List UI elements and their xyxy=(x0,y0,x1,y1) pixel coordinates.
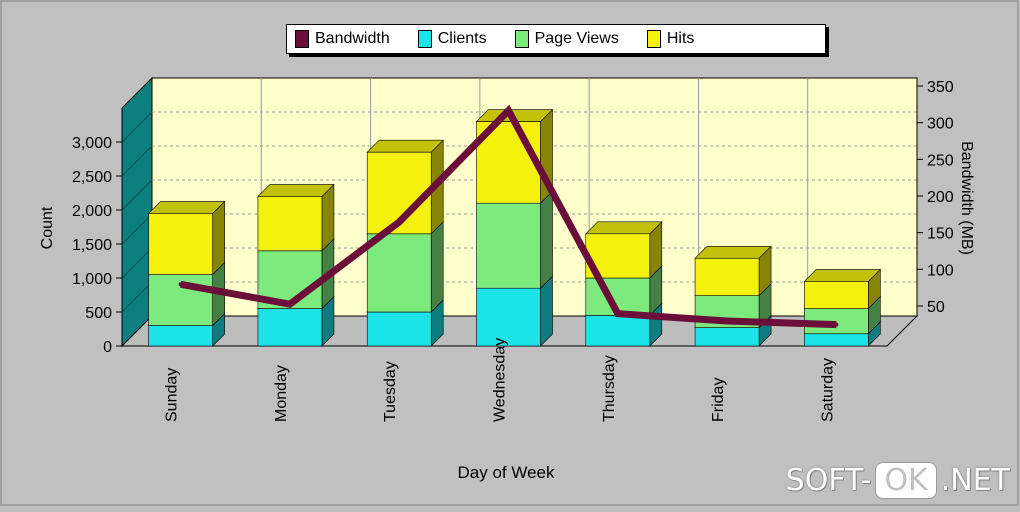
watermark: SOFT- OK .NET xyxy=(786,462,1010,499)
y2-tick-label: 250 xyxy=(927,152,954,169)
y2-tick-label: 150 xyxy=(927,226,954,243)
x-tick-label: Tuesday xyxy=(382,361,399,422)
bar-clients xyxy=(148,325,213,347)
y-tick-label: 500 xyxy=(85,305,112,322)
bandwidth-point xyxy=(834,322,839,327)
y2-tick-label: 100 xyxy=(927,262,954,279)
bar-top-hits xyxy=(147,201,226,214)
x-axis-title: Day of Week xyxy=(457,463,555,482)
legend-label-hits: Hits xyxy=(666,30,695,47)
watermark-box: OK xyxy=(875,462,937,499)
bandwidth-point xyxy=(178,282,183,287)
chart-legend: Bandwidth Clients Page Views Hits xyxy=(286,24,826,54)
bar-top-hits xyxy=(366,139,444,153)
legend-item-clients: Clients xyxy=(417,30,487,48)
y-tick-label: 2,000 xyxy=(72,203,112,220)
x-tick-label: Saturday xyxy=(819,358,836,422)
legend-swatch-hits xyxy=(646,30,661,48)
gridline-side xyxy=(121,111,153,143)
bar-top-hits xyxy=(257,184,335,197)
watermark-right: .NET xyxy=(940,463,1010,498)
bar-clients xyxy=(257,308,323,347)
legend-item-bandwidth: Bandwidth xyxy=(295,30,390,48)
y-tick-label: 2,500 xyxy=(72,169,112,186)
gridline-side xyxy=(121,145,153,177)
bandwidth-point xyxy=(397,220,402,224)
gridline-side xyxy=(121,179,153,211)
x-tick-label: Thursday xyxy=(601,355,618,422)
x-tick-label: Monday xyxy=(273,365,290,422)
bar-side-page-views xyxy=(540,190,553,289)
y-tick-label: 1,000 xyxy=(72,271,112,288)
legend-swatch-page-views xyxy=(514,30,529,48)
legend-swatch-bandwidth xyxy=(295,30,309,48)
gridline-side xyxy=(121,247,153,279)
bar-top-hits xyxy=(803,269,882,282)
bar-side-hits xyxy=(212,200,225,276)
x-tick-label: Sunday xyxy=(164,368,181,422)
bar-page-views xyxy=(148,274,213,326)
bar-clients xyxy=(694,327,760,347)
bar-hits xyxy=(694,257,760,296)
y-tick-label: 1,500 xyxy=(72,237,112,254)
legend-label-bandwidth: Bandwidth xyxy=(315,30,390,47)
bandwidth-point xyxy=(725,319,730,323)
bar-page-views xyxy=(366,233,432,313)
watermark-left: SOFT- xyxy=(785,463,872,498)
bar-clients xyxy=(804,333,869,347)
bar-hits xyxy=(148,213,213,275)
y-axis-title: Count xyxy=(39,206,56,249)
legend-item-page-views: Page Views xyxy=(514,30,619,48)
y-tick-label: 3,000 xyxy=(72,135,112,152)
bar-top-hits xyxy=(585,221,663,235)
y2-tick-label: 50 xyxy=(927,299,945,316)
bandwidth-point xyxy=(287,302,292,307)
y2-tick-label: 200 xyxy=(927,189,954,206)
left-wall xyxy=(121,76,153,348)
y2-tick-label: 350 xyxy=(927,79,954,96)
bar-hits xyxy=(476,121,541,204)
bar-page-views xyxy=(476,202,541,289)
bar-hits xyxy=(804,281,869,309)
y2-tick-label: 300 xyxy=(927,116,954,133)
legend-item-hits: Hits xyxy=(646,30,695,48)
y-tick-label: 0 xyxy=(103,339,112,356)
bandwidth-point xyxy=(615,311,620,316)
bandwidth-point xyxy=(506,108,511,113)
legend-label-clients: Clients xyxy=(437,30,487,47)
legend-label-page-views: Page Views xyxy=(534,30,619,47)
bar-hits xyxy=(257,196,323,252)
bar-top-hits xyxy=(694,245,772,259)
legend-swatch-clients xyxy=(417,30,432,48)
gridline-side xyxy=(121,213,153,245)
gridline-side xyxy=(121,281,153,313)
bar-clients xyxy=(476,287,541,347)
bar-side-page-views xyxy=(430,221,444,313)
x-tick-label: Wednesday xyxy=(492,338,509,422)
y2-axis-title: Bandwidth (MB) xyxy=(958,141,975,255)
bar-clients xyxy=(585,315,651,347)
bar-clients xyxy=(366,311,432,347)
x-tick-label: Friday xyxy=(710,378,727,422)
